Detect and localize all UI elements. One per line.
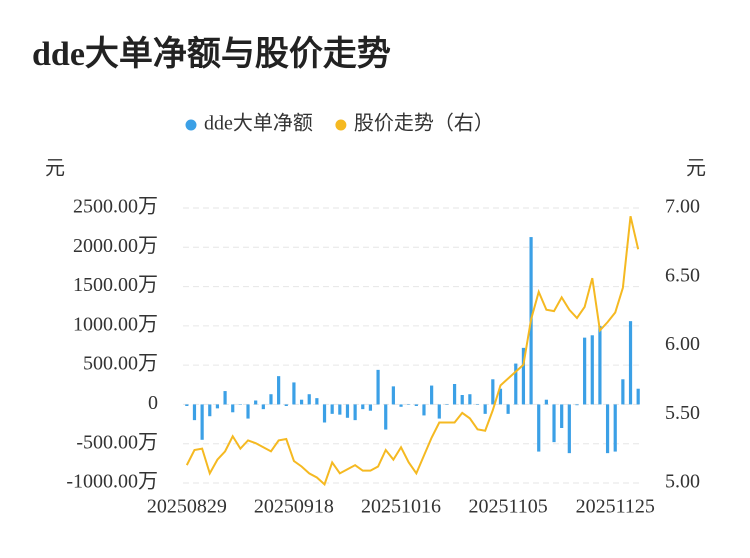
bar (575, 404, 579, 406)
bar (391, 386, 395, 405)
bar (422, 404, 426, 416)
bar (407, 404, 411, 405)
y-tick-label: 1000.00万 (73, 313, 158, 335)
price-line (185, 216, 640, 487)
bar (537, 404, 541, 452)
bar (560, 404, 564, 428)
bar (384, 404, 388, 430)
bar (491, 379, 495, 405)
bar (315, 398, 319, 405)
bar (590, 335, 594, 405)
bar (452, 384, 457, 405)
bar (223, 391, 227, 405)
bar (307, 394, 311, 405)
bar (238, 404, 242, 405)
bar (277, 376, 281, 405)
bar (215, 404, 220, 409)
bar (246, 404, 250, 419)
y-tick-label: 2500.00万 (73, 196, 158, 218)
y2-tick-label: 5.00 (665, 471, 700, 493)
y2-axis-label: 元 (686, 158, 706, 180)
bar (605, 404, 610, 454)
bar (208, 404, 212, 417)
bar (261, 404, 265, 410)
bar (598, 325, 602, 405)
x-tick-label: 20250829 (147, 496, 227, 518)
bar (414, 404, 418, 406)
bar (483, 404, 487, 414)
bar (544, 399, 548, 405)
bar (399, 404, 403, 407)
y-tick-label: 0 (148, 392, 158, 414)
bar (621, 379, 625, 405)
bar (376, 369, 380, 405)
bar (299, 399, 304, 405)
y-tick-label: 500.00万 (83, 353, 158, 375)
bar (636, 388, 640, 405)
bar (200, 404, 204, 440)
bar (330, 404, 334, 414)
bar (292, 382, 296, 405)
x-tick-label: 20251125 (576, 496, 655, 518)
y-tick-label: 1500.00万 (73, 274, 158, 296)
bar (192, 404, 197, 421)
bar (613, 404, 617, 452)
bar (338, 404, 342, 415)
x-tick-label: 20251016 (361, 496, 441, 518)
y2-tick-label: 5.50 (665, 402, 700, 424)
bar (521, 347, 526, 405)
chart-title: dde大单净额与股价走势 (32, 35, 391, 73)
bar (475, 404, 480, 405)
bar (368, 404, 373, 411)
y-axis-label: 元 (45, 158, 65, 180)
bar (552, 404, 556, 443)
bar (514, 363, 518, 405)
x-tick-label: 20251105 (468, 496, 547, 518)
bar (468, 394, 472, 405)
bar (430, 385, 434, 405)
y2-tick-label: 6.00 (665, 333, 700, 355)
legend-marker (185, 119, 197, 131)
bar (445, 404, 449, 405)
bar (254, 400, 258, 405)
y2-tick-label: 7.00 (665, 196, 700, 218)
bar (460, 395, 464, 405)
bar (628, 321, 633, 405)
x-tick-label: 20250918 (254, 496, 334, 518)
y2-tick-label: 6.50 (665, 264, 700, 286)
bar (345, 404, 350, 418)
bar (185, 404, 189, 406)
bar (583, 337, 587, 405)
bar (322, 404, 327, 423)
y-tick-label: -1000.00万 (66, 471, 158, 493)
bar (437, 404, 441, 419)
bar (284, 404, 288, 406)
bar (231, 404, 235, 413)
bar (269, 394, 273, 405)
legend-marker (335, 119, 347, 131)
legend-label: 股价走势（右） (354, 112, 494, 135)
bar (498, 388, 503, 405)
y-tick-label: 2000.00万 (73, 235, 158, 257)
bar (506, 404, 510, 414)
y-tick-label: -500.00万 (76, 431, 158, 453)
bar (567, 404, 571, 454)
bar (353, 404, 357, 421)
bar (361, 404, 365, 410)
legend-label: dde大单净额 (204, 112, 313, 135)
